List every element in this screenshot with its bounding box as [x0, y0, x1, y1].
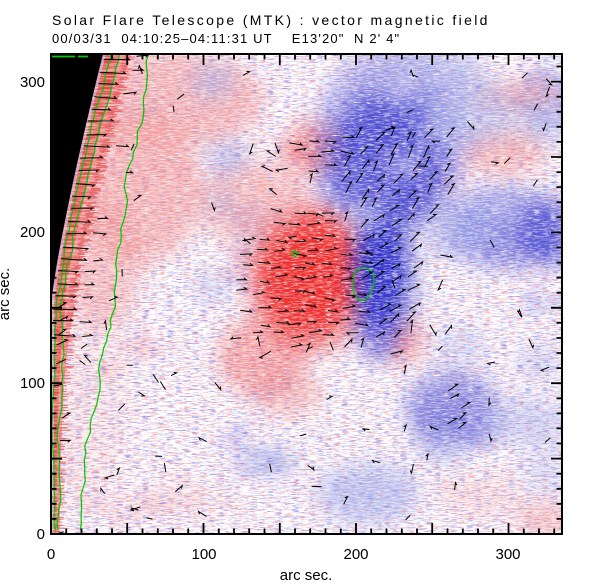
svg-text:00/03/31 04:10:25–04:11:31 UT: 00/03/31 04:10:25–04:11:31 UT E13'20" N … [52, 31, 400, 46]
svg-text:200: 200 [20, 224, 45, 241]
svg-text:arc sec.: arc sec. [280, 567, 333, 584]
svg-text:100: 100 [20, 375, 45, 392]
svg-text:200: 200 [343, 546, 368, 563]
svg-text:0: 0 [47, 546, 55, 563]
svg-text:0: 0 [37, 526, 45, 543]
svg-text:300: 300 [495, 546, 520, 563]
svg-text:arc sec.: arc sec. [0, 268, 13, 321]
svg-text:Solar Flare Telescope (MTK) :: Solar Flare Telescope (MTK) : vector mag… [52, 12, 490, 28]
svg-text:100: 100 [191, 546, 216, 563]
svg-text:300: 300 [20, 74, 45, 91]
